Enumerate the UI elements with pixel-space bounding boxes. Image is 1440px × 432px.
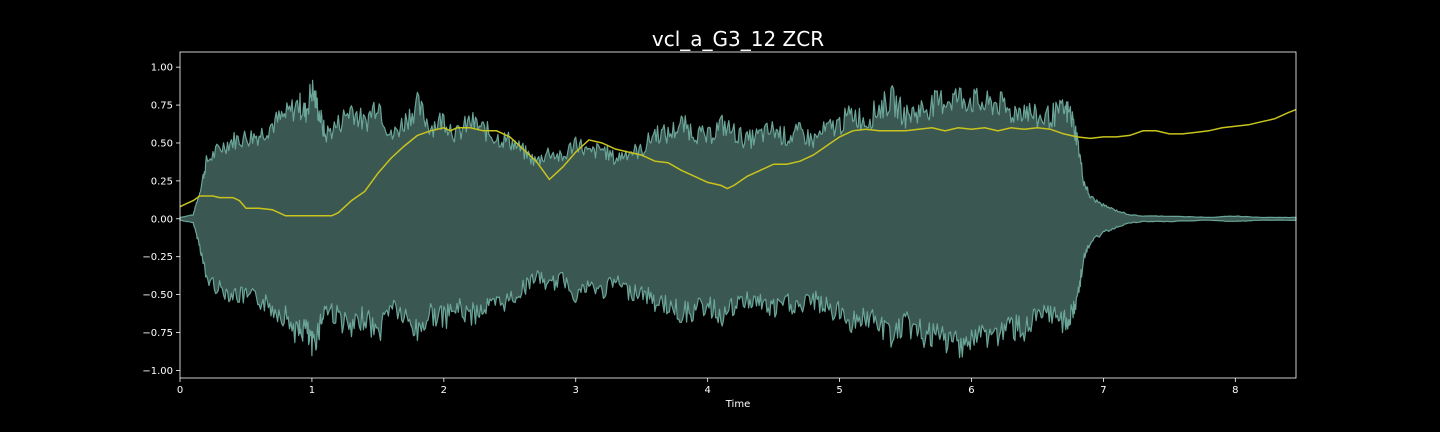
y-tick-label: −0.25: [142, 252, 173, 263]
x-axis-label: Time: [725, 399, 750, 410]
chart-title: vcl_a_G3_12 ZCR: [652, 27, 824, 51]
y-tick-label: −0.50: [142, 290, 173, 301]
x-tick-label: 2: [441, 385, 447, 396]
x-tick-label: 6: [968, 385, 974, 396]
y-tick-label: −0.75: [142, 328, 173, 339]
y-tick-label: 0.75: [151, 101, 173, 112]
x-tick-label: 8: [1232, 385, 1238, 396]
x-tick-label: 4: [704, 385, 710, 396]
x-tick-label: 3: [573, 385, 579, 396]
y-tick-label: −1.00: [142, 366, 173, 377]
y-tick-label: 0.00: [151, 214, 173, 225]
waveform-area: [179, 79, 1297, 359]
x-axis: 0 1 2 3 4 5 6 7 8: [177, 378, 1239, 396]
y-axis: 1.00 0.75 0.50 0.25 0.00 −0.25 −0.50 −0.75 −1.00: [142, 63, 180, 377]
plot-area: [179, 79, 1297, 359]
x-tick-label: 0: [177, 385, 183, 396]
x-tick-label: 1: [309, 385, 315, 396]
axes-frame: [179, 51, 1297, 379]
zcr-line: [179, 108, 1297, 217]
x-tick-label: 7: [1100, 385, 1106, 396]
y-tick-label: 0.25: [151, 176, 173, 187]
x-tick-label: 5: [836, 385, 842, 396]
y-tick-label: 0.50: [151, 138, 173, 149]
y-tick-label: 1.00: [151, 63, 173, 74]
